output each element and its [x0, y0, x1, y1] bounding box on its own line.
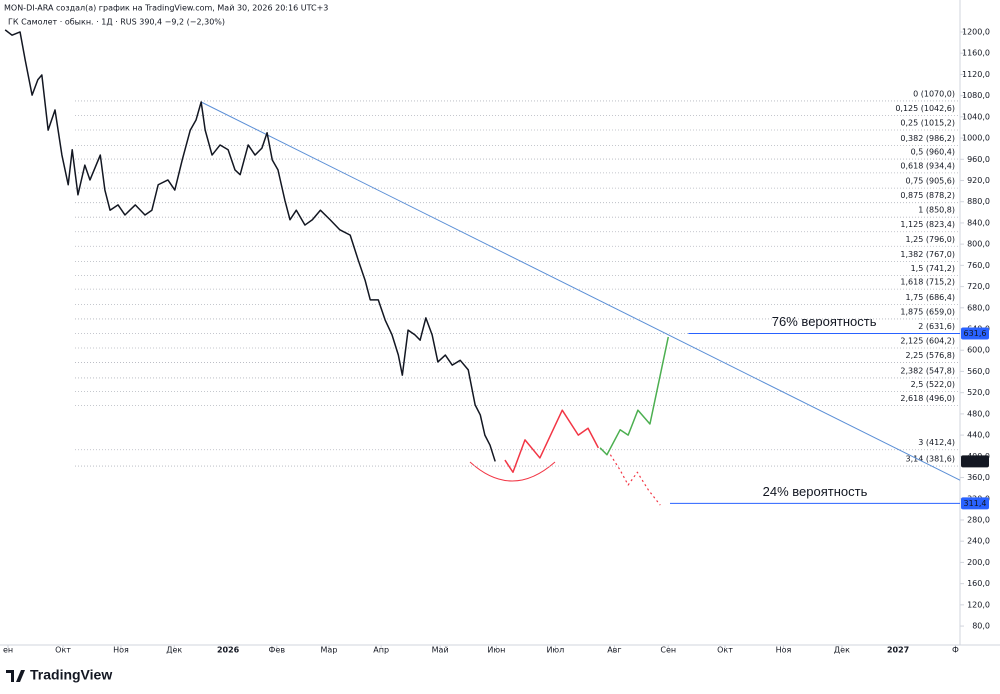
x-tick-label: ен	[3, 646, 13, 655]
y-tick-label: 440,0	[967, 431, 990, 440]
y-tick-label: 920,0	[967, 176, 990, 185]
fib-label: 0,382 (986,2)	[900, 134, 955, 143]
x-tick-label: Фев	[269, 646, 286, 655]
fib-label: 1,875 (659,0)	[900, 307, 955, 316]
price-line	[504, 409, 600, 473]
y-tick-label: 600,0	[967, 346, 990, 355]
y-tick-label: 720,0	[967, 282, 990, 291]
y-tick-label: 560,0	[967, 367, 990, 376]
y-tick-label: 80,0	[972, 622, 990, 631]
fib-label: 3,14 (381,6)	[906, 455, 956, 464]
price-box-label: 631,6	[964, 329, 987, 338]
x-tick-label: Июн	[487, 646, 505, 655]
y-tick-label: 280,0	[967, 515, 990, 524]
y-tick-label: 1000,0	[962, 134, 990, 143]
x-tick-label: Дек	[166, 646, 182, 655]
fib-label: 1,75 (686,4)	[906, 293, 956, 302]
x-tick-label: Июл	[546, 646, 564, 655]
x-tick-label: Ноя	[113, 646, 129, 655]
price-line	[609, 454, 661, 506]
y-tick-label: 160,0	[967, 579, 990, 588]
fib-label: 2 (631,6)	[918, 322, 955, 331]
y-tick-label: 200,0	[967, 558, 990, 567]
y-tick-label: 800,0	[967, 240, 990, 249]
x-tick-label: 2026	[217, 646, 240, 655]
y-tick-label: 680,0	[967, 303, 990, 312]
y-tick-label: 960,0	[967, 155, 990, 164]
fib-label: 0,75 (905,6)	[906, 177, 956, 186]
price-line	[4, 29, 496, 462]
price-box-label: 311,4	[964, 499, 987, 508]
fib-label: 1 (850,8)	[918, 206, 955, 215]
y-tick-label: 880,0	[967, 197, 990, 206]
fib-label: 3 (412,4)	[918, 438, 955, 447]
last-price-box	[961, 455, 989, 468]
symbol-line: ГК Самолет · обыкн. · 1Д · RUS 390,4 −9,…	[8, 18, 225, 27]
author-line: MON-DI-ARA создал(а) график на TradingVi…	[4, 4, 328, 13]
fib-label: 2,25 (576,8)	[906, 351, 956, 360]
fib-label: 2,382 (547,8)	[900, 366, 955, 375]
y-tick-label: 240,0	[967, 537, 990, 546]
y-tick-label: 480,0	[967, 409, 990, 418]
y-tick-label: 520,0	[967, 388, 990, 397]
x-tick-label: Дек	[834, 646, 850, 655]
fib-label: 1,25 (796,0)	[906, 235, 956, 244]
target-note: 24% вероятность	[763, 484, 868, 499]
target-note: 76% вероятность	[772, 314, 877, 329]
fib-label: 1,5 (741,2)	[911, 264, 955, 273]
price-box	[961, 497, 989, 510]
fib-label: 1,125 (823,4)	[900, 220, 955, 229]
x-tick-label: Ф	[952, 646, 959, 655]
x-tick-label: Ноя	[776, 646, 792, 655]
x-tick-label: Сен	[660, 646, 676, 655]
logo-text: TradingView	[30, 667, 112, 683]
x-tick-label: Мар	[321, 646, 338, 655]
y-tick-label: 1120,0	[962, 70, 990, 79]
price-line	[599, 336, 670, 456]
y-tick-label: 360,0	[967, 473, 990, 482]
y-tick-label: 840,0	[967, 218, 990, 227]
fib-label: 0,875 (878,2)	[900, 191, 955, 200]
y-tick-label: 1200,0	[962, 27, 990, 36]
y-tick-label: 1080,0	[962, 91, 990, 100]
y-tick-label: 120,0	[967, 600, 990, 609]
logo: TradingView	[6, 667, 112, 683]
fib-label: 2,125 (604,2)	[900, 337, 955, 346]
y-tick-label: 760,0	[967, 261, 990, 270]
fib-label: 1,382 (767,0)	[900, 250, 955, 259]
fib-label: 0,618 (934,4)	[900, 161, 955, 170]
fib-label: 0,5 (960,4)	[911, 148, 955, 157]
trendline	[200, 101, 961, 481]
x-tick-label: Апр	[373, 646, 389, 655]
fib-label: 1,618 (715,2)	[900, 278, 955, 287]
fib-label: 2,5 (522,0)	[911, 380, 955, 389]
fib-label: 0,25 (1015,2)	[900, 119, 955, 128]
y-tick-label: 1160,0	[962, 49, 990, 58]
bottom-arc	[469, 461, 556, 482]
x-tick-label: Май	[432, 646, 449, 655]
x-tick-label: Авг	[607, 646, 621, 655]
fib-label: 2,618 (496,0)	[900, 394, 955, 403]
fib-label: 0 (1070,0)	[913, 89, 955, 98]
last-price-label: 390,4	[962, 457, 988, 466]
x-tick-label: Окт	[717, 646, 733, 655]
x-tick-label: Окт	[55, 646, 71, 655]
price-box	[961, 327, 989, 340]
y-tick-label: 1040,0	[962, 112, 990, 121]
fib-label: 0,125 (1042,6)	[895, 104, 955, 113]
x-tick-label: 2027	[887, 646, 909, 655]
